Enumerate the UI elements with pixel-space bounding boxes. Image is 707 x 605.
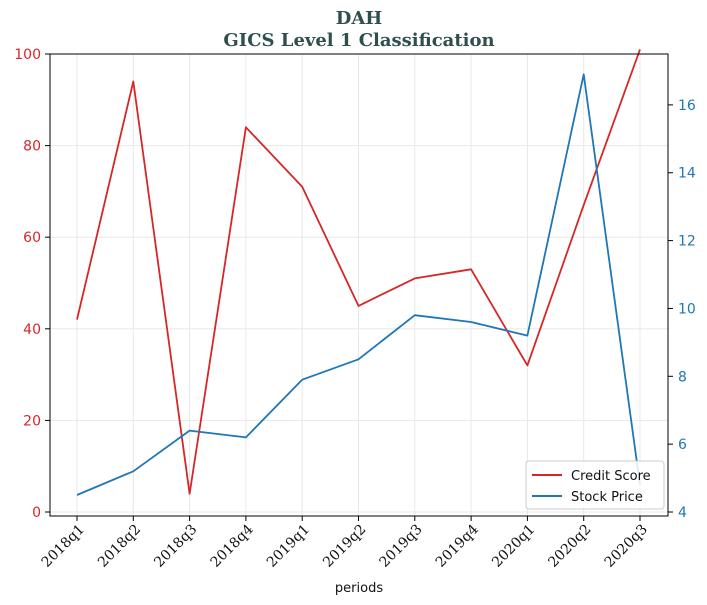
- series-layer: [76, 49, 641, 496]
- left-tick-label: 0: [32, 505, 41, 521]
- series-line-stock-price: [76, 73, 641, 496]
- left-tick-label: 80: [23, 139, 41, 155]
- x-tick-label: 2019q1: [264, 522, 313, 571]
- legend-label-credit-score: Credit Score: [571, 469, 651, 484]
- right-y-axis: 4 6 8 10 12 14 16: [668, 98, 696, 521]
- x-axis: 2018q1 2018q2 2018q3 2018q4 2019q1 2019q2 2019…: [39, 516, 651, 571]
- left-tick-label: 100: [14, 47, 41, 63]
- legend-label-stock-price: Stock Price: [571, 490, 643, 505]
- x-axis-label: periods: [335, 581, 383, 596]
- left-tick-label: 60: [23, 230, 41, 246]
- grid-lines: [50, 53, 668, 516]
- x-tick-label: 2018q3: [151, 522, 200, 571]
- x-tick-label: 2020q1: [489, 522, 538, 571]
- right-tick-label: 4: [678, 505, 687, 521]
- chart-subtitle: GICS Level 1 Classification: [223, 30, 494, 51]
- left-y-axis: 0 20 40 60 80 100: [14, 47, 50, 521]
- x-tick-label: 2018q4: [208, 521, 257, 570]
- right-tick-label: 12: [678, 234, 696, 250]
- right-tick-label: 6: [678, 437, 687, 453]
- x-tick-label: 2020q3: [602, 522, 651, 571]
- x-tick-label: 2020q2: [545, 522, 594, 571]
- x-tick-label: 2019q2: [320, 522, 369, 571]
- left-tick-label: 20: [23, 413, 41, 429]
- x-tick-label: 2019q3: [376, 522, 425, 571]
- right-tick-label: 16: [678, 98, 696, 114]
- chart-title: DAH: [336, 8, 383, 29]
- right-tick-label: 14: [678, 166, 696, 182]
- right-tick-label: 8: [678, 369, 687, 385]
- right-tick-label: 10: [678, 301, 696, 317]
- left-tick-label: 40: [23, 322, 41, 338]
- series-line-credit-score: [76, 49, 641, 495]
- x-tick-label: 2018q2: [95, 522, 144, 571]
- legend: Credit Score Stock Price: [525, 460, 665, 510]
- x-tick-label: 2018q1: [39, 522, 88, 571]
- x-tick-label: 2019q4: [433, 521, 482, 570]
